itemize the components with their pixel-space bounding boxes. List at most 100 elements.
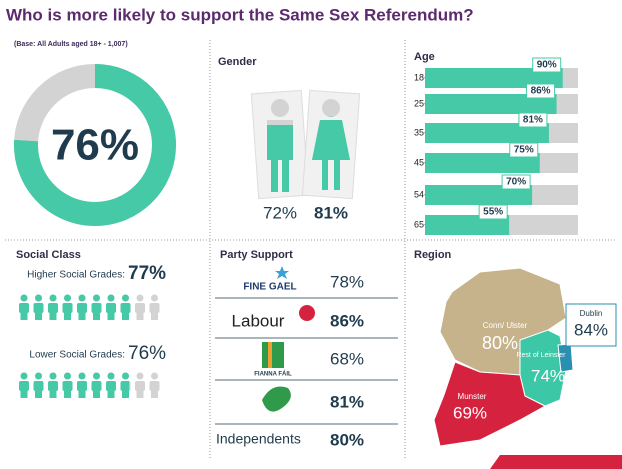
person-body: [91, 381, 102, 391]
person-head: [49, 372, 57, 380]
person-legs: [49, 389, 57, 398]
gender-value: 72%: [263, 203, 297, 222]
person-body: [91, 303, 102, 313]
region-name: Rest of Leinster: [516, 352, 566, 359]
person-body: [62, 381, 73, 391]
person-legs: [64, 311, 71, 320]
person-legs: [136, 311, 144, 320]
person-head: [64, 372, 71, 380]
person-head: [93, 372, 100, 380]
figure-head: [322, 99, 340, 117]
party-name: Labour: [232, 311, 285, 330]
person-legs: [93, 311, 100, 320]
person-head: [64, 294, 71, 302]
person-head: [35, 294, 42, 302]
region-name: Conn/ Ulster: [483, 321, 528, 330]
logo: [262, 342, 284, 368]
value-box: [509, 142, 539, 158]
panel-title: Social Class: [16, 249, 81, 261]
person-legs: [151, 311, 158, 320]
logo: [275, 266, 289, 279]
donut-arc: [14, 64, 176, 226]
person-legs: [78, 389, 86, 398]
class-label: Higher Social Grades:: [27, 270, 125, 281]
person-body: [149, 381, 160, 391]
class-value: 76%: [128, 343, 166, 364]
region-value: 69%: [453, 403, 487, 422]
region-value: 80%: [482, 333, 518, 353]
person-body: [33, 381, 44, 391]
bar-value: 75%: [514, 145, 534, 156]
person-body: [77, 303, 87, 313]
person-head: [136, 294, 144, 302]
person-body: [19, 381, 29, 391]
person-head: [20, 372, 28, 380]
callout-box: [565, 303, 617, 347]
person-legs: [20, 311, 28, 320]
value-box: [478, 204, 508, 220]
person-head: [151, 372, 158, 380]
party-value: 86%: [330, 311, 364, 330]
person-legs: [122, 311, 129, 320]
region-value: 84%: [574, 320, 608, 339]
bar-value: 55%: [483, 207, 503, 218]
person-legs: [35, 311, 42, 320]
value-box: [501, 174, 531, 190]
person-legs: [93, 389, 100, 398]
person-legs: [107, 311, 115, 320]
person-head: [107, 294, 115, 302]
figure-head: [271, 99, 289, 117]
person-head: [151, 294, 158, 302]
person-body: [19, 303, 29, 313]
class-label: Lower Social Grades:: [29, 350, 125, 361]
party-name: FINE GAEL: [243, 282, 296, 293]
bar: [425, 123, 549, 143]
person-legs: [78, 311, 86, 320]
logo: [262, 386, 291, 412]
region-name: Munster: [458, 392, 487, 401]
person-body: [135, 381, 145, 391]
party-name: FIANNA FÁIL: [254, 371, 292, 378]
bar: [425, 153, 540, 173]
person-body: [48, 381, 58, 391]
person-head: [20, 294, 28, 302]
panel-title: Party Support: [220, 249, 293, 261]
region-name: Dublin: [580, 309, 603, 318]
bar: [425, 68, 563, 88]
panel-title: Gender: [218, 56, 257, 68]
title: Who is more likely to support the Same S…: [6, 5, 474, 24]
person-head: [93, 294, 100, 302]
value-box: [526, 83, 556, 99]
person-body: [149, 303, 160, 313]
figure-fill: [267, 125, 293, 192]
value-box: [532, 57, 562, 73]
gender-value: 81%: [314, 203, 348, 222]
bar-value: 81%: [523, 115, 543, 126]
people-fill: [19, 294, 131, 320]
person-body: [120, 381, 130, 391]
party-value: 68%: [330, 349, 364, 368]
person-legs: [107, 389, 115, 398]
figure-body: [267, 125, 293, 192]
value-box: [518, 112, 548, 128]
person-head: [122, 294, 129, 302]
person-head: [35, 372, 42, 380]
person-head: [107, 372, 115, 380]
people-fill: [19, 372, 130, 398]
person-body: [135, 303, 145, 313]
party-value: 80%: [330, 430, 364, 449]
logo: [268, 342, 272, 368]
person-body: [106, 381, 116, 391]
person-head: [49, 294, 57, 302]
person-head: [78, 372, 86, 380]
person-body: [62, 303, 73, 313]
map: [433, 267, 617, 447]
person-head: [122, 372, 129, 380]
age-label: 65+: [414, 219, 429, 229]
person-body: [106, 303, 116, 313]
figure-body: [312, 120, 350, 190]
donut-label: 76%: [51, 121, 139, 170]
bar-value: 90%: [537, 60, 557, 71]
map-region: [433, 361, 547, 447]
